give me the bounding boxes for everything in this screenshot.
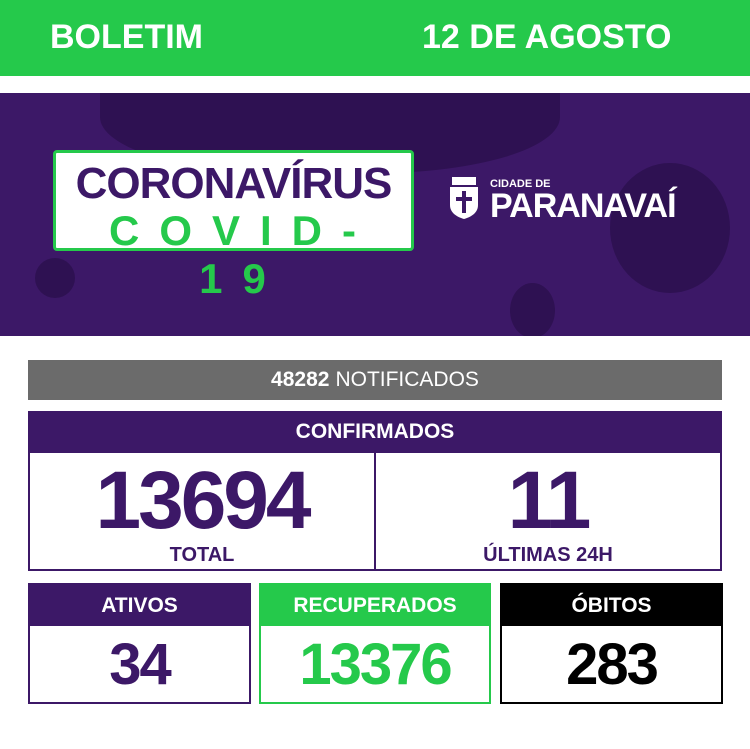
recuperados-card: RECUPERADOS 13376 xyxy=(259,583,491,704)
coronavirus-title: CORONAVÍRUS xyxy=(75,159,393,208)
total-label: TOTAL xyxy=(169,544,235,566)
obitos-card: ÓBITOS 283 xyxy=(500,583,723,704)
city-logo: CIDADE DE PARANAVAÍ xyxy=(446,177,677,225)
virus-icon xyxy=(35,258,75,298)
ativos-value: 34 xyxy=(109,631,172,697)
circle-decoration xyxy=(510,283,555,336)
notificados-label: NOTIFICADOS xyxy=(335,368,479,391)
recuperados-value: 13376 xyxy=(299,631,452,697)
last24-label: ÚLTIMAS 24H xyxy=(483,544,613,566)
city-prefix: CIDADE DE xyxy=(490,178,551,190)
top-banner: BOLETIM 12 DE AGOSTO xyxy=(0,0,750,76)
covid-logo: CORONAVÍRUS COVID-19 xyxy=(53,150,414,302)
recuperados-title: RECUPERADOS xyxy=(261,585,489,626)
covid19-title: COVID-19 xyxy=(109,207,376,302)
obitos-value: 283 xyxy=(566,631,659,697)
virus-icon xyxy=(610,163,730,293)
ativos-card: ATIVOS 34 xyxy=(28,583,251,704)
confirmados-24h: 11 ÚLTIMAS 24H xyxy=(376,452,720,569)
confirmados-body: 13694 TOTAL 11 ÚLTIMAS 24H xyxy=(28,452,722,571)
date-label: 12 DE AGOSTO xyxy=(422,18,672,56)
coat-of-arms-icon xyxy=(450,177,478,219)
obitos-title: ÓBITOS xyxy=(502,585,721,626)
city-name: PARANAVAÍ xyxy=(490,187,677,225)
bulletin-label: BOLETIM xyxy=(50,18,203,56)
notificados-value: 48282 xyxy=(271,368,330,391)
total-value: 13694 xyxy=(95,455,311,546)
notificados-bar: 48282 NOTIFICADOS xyxy=(28,360,722,400)
hero-banner xyxy=(0,93,750,336)
last24-value: 11 xyxy=(507,455,592,546)
confirmados-header: CONFIRMADOS xyxy=(28,411,722,453)
confirmados-total: 13694 TOTAL xyxy=(30,452,376,569)
ativos-title: ATIVOS xyxy=(30,585,249,626)
